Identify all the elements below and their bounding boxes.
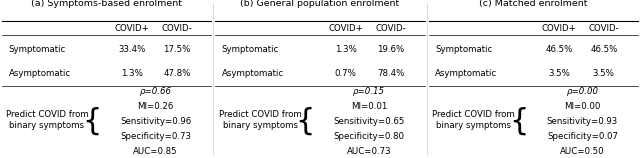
Text: Sensitivity=0.93: Sensitivity=0.93	[547, 117, 618, 126]
Text: (b) General population enrolment: (b) General population enrolment	[240, 0, 399, 8]
Text: Asymptomatic: Asymptomatic	[221, 69, 284, 78]
Text: 46.5%: 46.5%	[590, 45, 618, 54]
Text: 19.6%: 19.6%	[377, 45, 404, 54]
Text: 3.5%: 3.5%	[593, 69, 614, 78]
Text: Specificity=0.07: Specificity=0.07	[547, 132, 618, 141]
Text: ρ=0.66: ρ=0.66	[140, 87, 172, 96]
Text: (a) Symptoms-based enrolment: (a) Symptoms-based enrolment	[31, 0, 182, 8]
Text: COVID-: COVID-	[161, 24, 192, 33]
Text: AUC=0.50: AUC=0.50	[560, 147, 605, 156]
Text: AUC=0.73: AUC=0.73	[347, 147, 392, 156]
Text: ρ=0.15: ρ=0.15	[353, 87, 385, 96]
Text: COVID+: COVID+	[115, 24, 150, 33]
Text: Symptomatic: Symptomatic	[221, 45, 279, 54]
Text: COVID+: COVID+	[541, 24, 577, 33]
Text: 46.5%: 46.5%	[545, 45, 573, 54]
Text: 47.8%: 47.8%	[163, 69, 191, 78]
Text: Specificity=0.73: Specificity=0.73	[120, 132, 191, 141]
Text: 1.3%: 1.3%	[121, 69, 143, 78]
Text: MI=0.00: MI=0.00	[564, 102, 601, 111]
Text: MI=0.01: MI=0.01	[351, 102, 387, 111]
Text: Symptomatic: Symptomatic	[435, 45, 493, 54]
Text: Asymptomatic: Asymptomatic	[435, 69, 497, 78]
Text: {: {	[295, 106, 315, 135]
Text: Sensitivity=0.65: Sensitivity=0.65	[333, 117, 405, 126]
Text: Asymptomatic: Asymptomatic	[8, 69, 70, 78]
Text: COVID+: COVID+	[328, 24, 363, 33]
Text: 3.5%: 3.5%	[548, 69, 570, 78]
Text: COVID-: COVID-	[375, 24, 406, 33]
Text: 0.7%: 0.7%	[335, 69, 356, 78]
Text: Predict COVID from
binary symptoms: Predict COVID from binary symptoms	[433, 110, 515, 130]
Text: COVID-: COVID-	[588, 24, 619, 33]
Text: Sensitivity=0.96: Sensitivity=0.96	[120, 117, 191, 126]
Text: ρ=0.00: ρ=0.00	[566, 87, 598, 96]
Text: (c) Matched enrolment: (c) Matched enrolment	[479, 0, 588, 8]
Text: {: {	[509, 106, 528, 135]
Text: Predict COVID from
binary symptoms: Predict COVID from binary symptoms	[6, 110, 88, 130]
Text: Symptomatic: Symptomatic	[8, 45, 66, 54]
Text: 78.4%: 78.4%	[377, 69, 404, 78]
Text: 1.3%: 1.3%	[335, 45, 356, 54]
Text: 17.5%: 17.5%	[163, 45, 191, 54]
Text: Predict COVID from
binary symptoms: Predict COVID from binary symptoms	[219, 110, 301, 130]
Text: AUC=0.85: AUC=0.85	[133, 147, 178, 156]
Text: 33.4%: 33.4%	[118, 45, 146, 54]
Text: Specificity=0.80: Specificity=0.80	[333, 132, 404, 141]
Text: MI=0.26: MI=0.26	[138, 102, 174, 111]
Text: {: {	[82, 106, 101, 135]
